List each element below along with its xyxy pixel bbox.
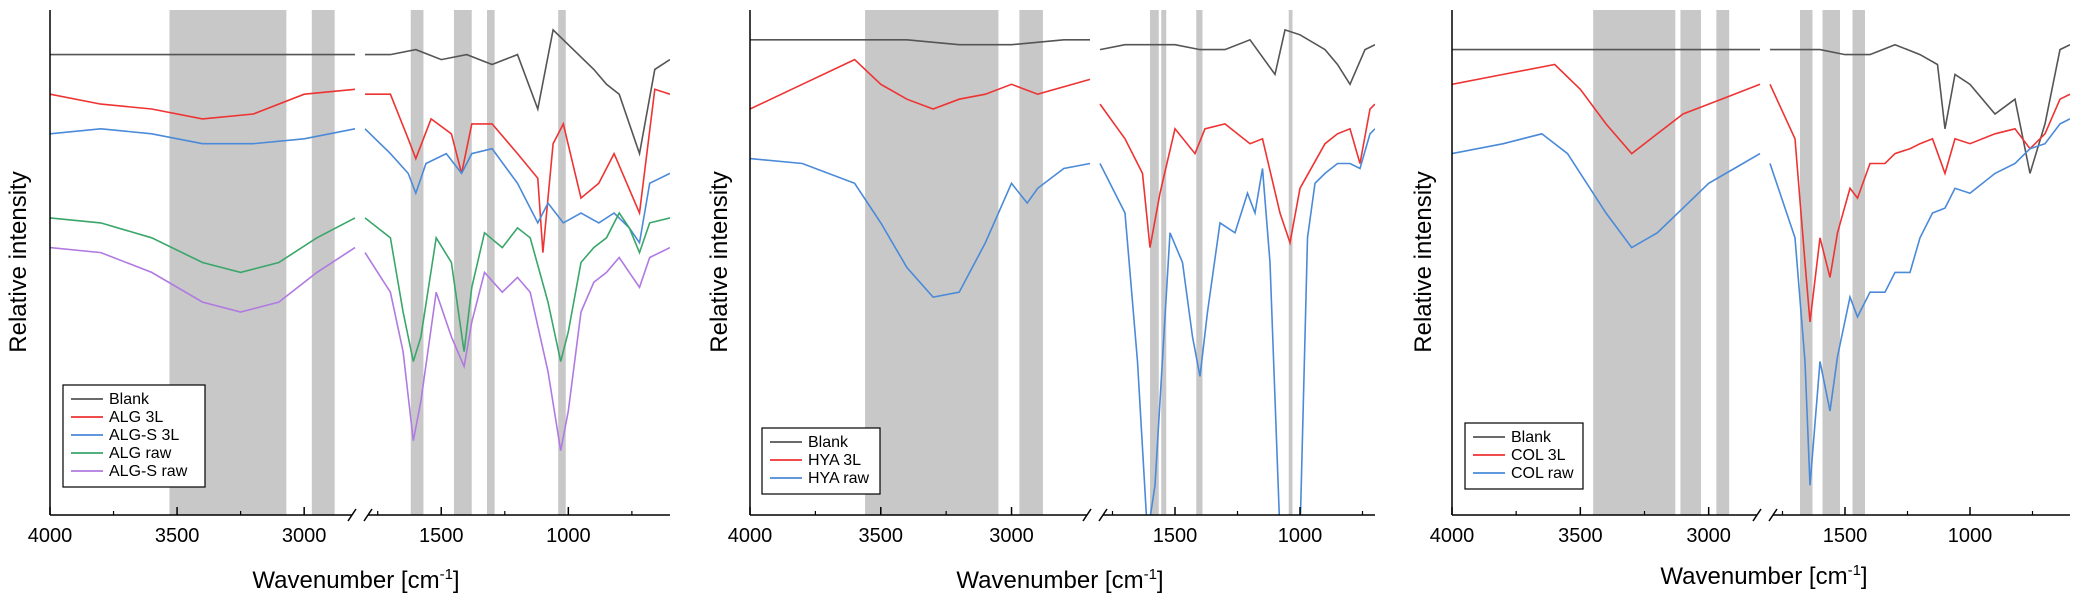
series-line	[1099, 128, 1375, 515]
x-tick-label: 1000	[1278, 525, 1323, 547]
x-tick-label: 3500	[155, 525, 200, 547]
x-tick-label: 3500	[859, 525, 904, 547]
x-tick-label: 1000	[1948, 525, 1993, 547]
x-tick-label: 3000	[989, 525, 1034, 547]
legend-label: Blank	[808, 434, 849, 451]
x-axis-title: Wavenumber [cm-1]	[252, 566, 459, 594]
axis-break-mark	[1768, 508, 1778, 522]
series-line	[1769, 118, 2070, 486]
series-line	[1770, 43, 2070, 174]
legend-label: COL 3L	[1511, 447, 1566, 464]
legend-label: ALG-S 3L	[109, 427, 179, 444]
legend-label: Blank	[109, 391, 150, 408]
series-line	[364, 246, 670, 451]
shaded-band	[558, 10, 566, 515]
series-line	[365, 88, 670, 253]
axis-break-mark	[1752, 508, 1762, 522]
legend-label: HYA raw	[808, 470, 870, 487]
x-tick-label: 3500	[1558, 525, 1603, 547]
series-line	[1769, 83, 2070, 322]
shaded-band	[1822, 10, 1840, 515]
legend-frame	[1464, 422, 1584, 490]
legend-label: ALG raw	[109, 445, 172, 462]
x-tick-label: 3000	[1686, 525, 1731, 547]
series-line	[750, 157, 1091, 298]
legend-label: ALG-S raw	[109, 463, 188, 480]
shaded-band	[1196, 10, 1203, 515]
legend-frame	[62, 384, 206, 488]
y-axis-title: Relative intensity	[5, 171, 32, 352]
legend-label: ALG 3L	[109, 409, 163, 426]
series-line	[365, 28, 670, 157]
x-tick-label: 4000	[28, 525, 73, 547]
shaded-band	[1800, 10, 1813, 515]
series-line	[50, 127, 356, 145]
axis-break-mark	[1098, 508, 1108, 522]
panel-col: Relative intensity Wavenumber [cm-1] 400…	[1410, 10, 2070, 590]
series-line	[50, 88, 356, 120]
x-tick-label: 1500	[419, 525, 464, 547]
x-tick-label: 3000	[282, 525, 327, 547]
panel-alg: Relative intensity Wavenumber [cm-1] 400…	[5, 10, 670, 594]
shaded-band	[1161, 10, 1167, 515]
series-line	[1452, 132, 1761, 249]
series-line	[1099, 103, 1375, 248]
shaded-band	[1716, 10, 1730, 515]
y-axis-title: Relative intensity	[1410, 171, 1437, 352]
shaded-band	[1288, 10, 1293, 515]
x-tick-label: 1500	[1153, 525, 1198, 547]
shaded-band	[1593, 10, 1676, 515]
x-tick-label: 4000	[728, 525, 773, 547]
shaded-band	[1852, 10, 1865, 515]
series-line	[1452, 63, 1761, 155]
series-line	[1099, 28, 1375, 87]
axis-break-mark	[1082, 508, 1092, 522]
legend-label: HYA 3L	[808, 452, 861, 469]
shaded-band	[410, 10, 424, 515]
series-line	[364, 211, 670, 362]
legend-label: Blank	[1511, 429, 1552, 446]
shaded-band	[487, 10, 495, 515]
series-line	[750, 58, 1091, 110]
series-line	[50, 246, 356, 313]
shaded-band	[1150, 10, 1159, 515]
x-tick-label: 4000	[1430, 525, 1475, 547]
series-line	[50, 217, 356, 274]
series-line	[750, 39, 1090, 46]
legend-label: COL raw	[1511, 465, 1574, 482]
shaded-band	[1680, 10, 1701, 515]
axis-break-mark	[363, 508, 373, 522]
shaded-band	[865, 10, 999, 515]
shaded-band	[1019, 10, 1043, 515]
shaded-band	[453, 10, 472, 515]
panel-hya: Relative intensity Wavenumber [cm-1] 400…	[706, 10, 1375, 594]
legend-frame	[761, 427, 881, 495]
x-tick-label: 1000	[546, 525, 591, 547]
y-axis-title: Relative intensity	[706, 171, 733, 352]
axis-break-mark	[347, 508, 357, 522]
x-tick-label: 1500	[1823, 525, 1868, 547]
x-axis-title: Wavenumber [cm-1]	[1660, 562, 1867, 590]
x-axis-title: Wavenumber [cm-1]	[956, 566, 1163, 594]
